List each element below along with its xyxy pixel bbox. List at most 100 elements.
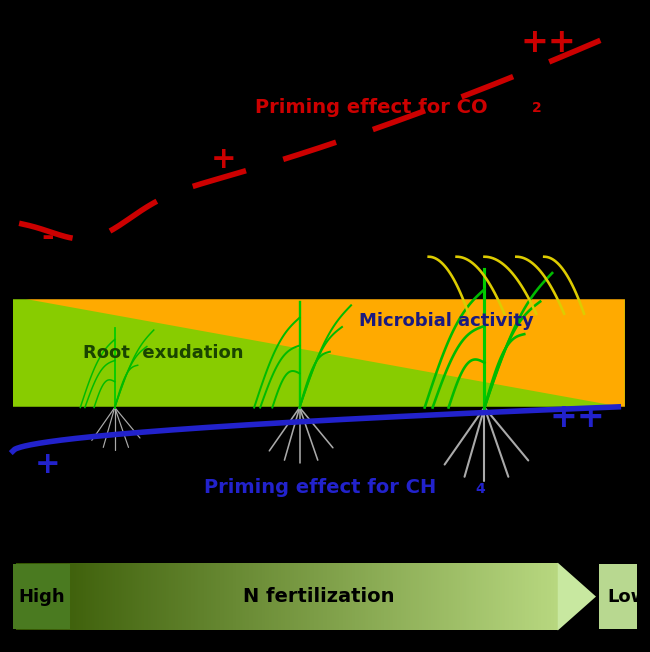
Text: 4: 4	[475, 482, 485, 496]
Bar	[171, 563, 173, 630]
Bar	[94, 563, 96, 630]
Bar	[164, 563, 166, 630]
Bar	[105, 563, 106, 630]
Bar	[404, 563, 406, 630]
Bar	[489, 563, 491, 630]
Bar	[218, 563, 220, 630]
Bar	[27, 563, 29, 630]
Bar	[88, 563, 90, 630]
Bar	[482, 563, 484, 630]
Bar	[21, 563, 23, 630]
Bar	[478, 563, 480, 630]
Bar	[196, 563, 198, 630]
Bar	[439, 563, 440, 630]
Bar	[249, 563, 251, 630]
Bar	[358, 563, 359, 630]
Bar	[258, 563, 260, 630]
Bar	[177, 563, 179, 630]
Bar	[254, 563, 256, 630]
Bar	[103, 563, 105, 630]
Bar	[63, 563, 65, 630]
Bar	[491, 563, 493, 630]
Bar	[520, 563, 522, 630]
Bar	[79, 563, 81, 630]
Bar	[235, 563, 236, 630]
Bar	[205, 563, 207, 630]
Bar	[245, 563, 247, 630]
Bar	[332, 563, 334, 630]
Text: Priming effect for CO: Priming effect for CO	[255, 98, 488, 117]
Bar	[189, 563, 191, 630]
Bar	[415, 563, 417, 630]
Bar	[372, 563, 374, 630]
Bar	[106, 563, 108, 630]
Bar	[377, 563, 379, 630]
Bar	[182, 563, 184, 630]
Bar	[43, 563, 45, 630]
Bar	[464, 563, 465, 630]
Bar	[318, 563, 319, 630]
Bar	[170, 563, 171, 630]
Bar	[449, 563, 451, 630]
Bar	[13, 564, 70, 629]
Bar	[379, 563, 381, 630]
Bar	[455, 563, 456, 630]
Bar	[506, 563, 507, 630]
Bar	[393, 563, 395, 630]
Bar	[421, 563, 422, 630]
Bar	[365, 563, 367, 630]
Bar	[551, 563, 552, 630]
Bar	[556, 563, 558, 630]
Bar	[270, 563, 272, 630]
Bar	[151, 563, 153, 630]
Bar	[413, 563, 415, 630]
Bar	[530, 563, 532, 630]
Bar	[554, 563, 556, 630]
Bar	[541, 563, 543, 630]
Bar	[310, 563, 312, 630]
Bar	[444, 563, 446, 630]
Bar	[108, 563, 110, 630]
Bar	[435, 563, 437, 630]
Bar	[47, 563, 49, 630]
Bar	[41, 563, 43, 630]
Bar	[99, 563, 101, 630]
Bar	[214, 563, 216, 630]
Bar	[179, 563, 180, 630]
Bar	[276, 563, 278, 630]
Bar	[45, 563, 47, 630]
Bar	[137, 563, 138, 630]
Bar	[86, 563, 88, 630]
Bar	[54, 563, 56, 630]
Bar	[280, 563, 281, 630]
Bar	[417, 563, 419, 630]
Bar	[233, 563, 235, 630]
Bar	[166, 563, 168, 630]
Bar	[222, 563, 224, 630]
Bar	[18, 563, 20, 630]
Bar	[424, 563, 426, 630]
Bar	[207, 563, 209, 630]
Bar	[462, 563, 464, 630]
Bar	[65, 563, 66, 630]
Bar	[267, 563, 269, 630]
Bar	[52, 563, 54, 630]
Bar	[29, 563, 31, 630]
Bar	[442, 563, 444, 630]
Bar	[456, 563, 458, 630]
Bar	[599, 564, 650, 629]
Bar	[474, 563, 476, 630]
Bar	[545, 563, 547, 630]
Bar	[34, 563, 36, 630]
Bar	[112, 563, 114, 630]
Bar	[532, 563, 534, 630]
Text: ++: ++	[520, 26, 576, 59]
Bar	[292, 563, 294, 630]
Bar	[20, 563, 21, 630]
Bar	[115, 563, 117, 630]
Bar	[40, 563, 41, 630]
Bar	[375, 563, 377, 630]
Bar	[244, 563, 245, 630]
Bar	[81, 563, 83, 630]
Bar	[294, 563, 296, 630]
